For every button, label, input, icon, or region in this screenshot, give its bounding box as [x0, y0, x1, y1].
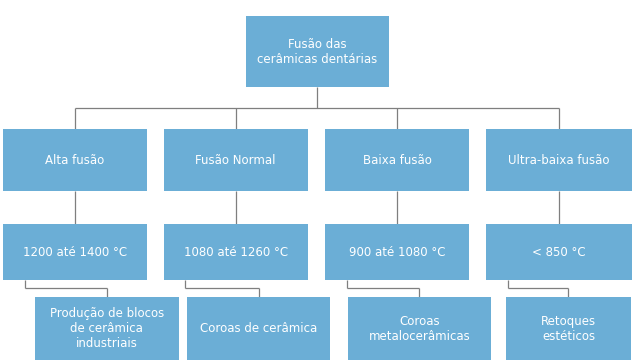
FancyBboxPatch shape	[486, 129, 632, 191]
FancyBboxPatch shape	[187, 297, 330, 360]
Text: Ultra-baixa fusão: Ultra-baixa fusão	[508, 154, 610, 167]
Text: Retoques
estéticos: Retoques estéticos	[541, 314, 596, 343]
Text: Coroas
metalocerâmicas: Coroas metalocerâmicas	[369, 314, 470, 343]
Text: Alta fusão: Alta fusão	[45, 154, 105, 167]
FancyBboxPatch shape	[348, 297, 491, 360]
FancyBboxPatch shape	[3, 129, 147, 191]
Text: 900 até 1080 °C: 900 até 1080 °C	[349, 246, 445, 258]
FancyBboxPatch shape	[506, 297, 631, 360]
Text: Baixa fusão: Baixa fusão	[363, 154, 431, 167]
FancyBboxPatch shape	[164, 224, 308, 280]
FancyBboxPatch shape	[246, 16, 389, 87]
FancyBboxPatch shape	[3, 224, 147, 280]
FancyBboxPatch shape	[325, 224, 469, 280]
FancyBboxPatch shape	[164, 129, 308, 191]
Text: Coroas de cerâmica: Coroas de cerâmica	[200, 322, 317, 335]
FancyBboxPatch shape	[325, 129, 469, 191]
Text: 1080 até 1260 °C: 1080 até 1260 °C	[184, 246, 288, 258]
Text: < 850 °C: < 850 °C	[532, 246, 586, 258]
Text: Fusão Normal: Fusão Normal	[195, 154, 276, 167]
Text: 1200 até 1400 °C: 1200 até 1400 °C	[23, 246, 127, 258]
Text: Produção de blocos
de cerâmica
industriais: Produção de blocos de cerâmica industria…	[50, 307, 164, 350]
Text: Fusão das
cerâmicas dentárias: Fusão das cerâmicas dentárias	[257, 38, 378, 66]
FancyBboxPatch shape	[35, 297, 179, 360]
FancyBboxPatch shape	[486, 224, 632, 280]
